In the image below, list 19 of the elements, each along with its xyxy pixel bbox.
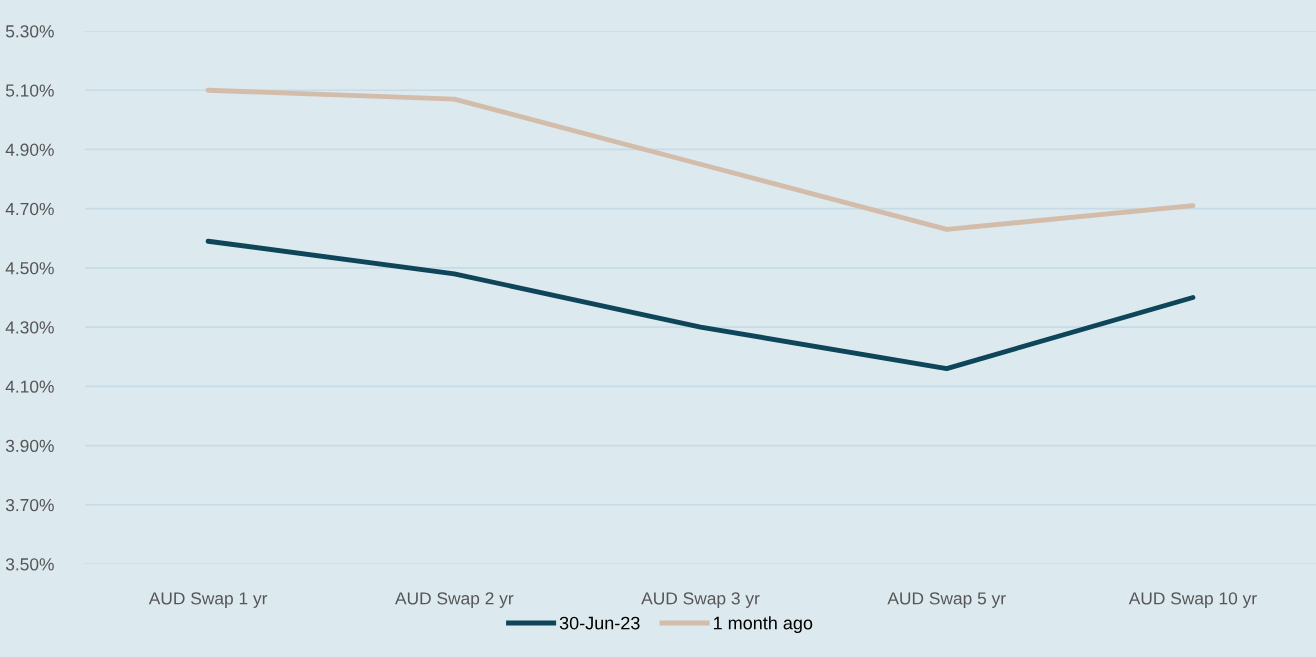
y-tick-label: 4.90%: [5, 143, 54, 156]
y-tick-label: 3.90%: [5, 439, 54, 453]
line-series: [205, 87, 1196, 232]
y-tick-label: 5.10%: [5, 84, 54, 97]
y-tick-label: 4.10%: [5, 380, 54, 393]
y-tick-label: 4.50%: [5, 262, 54, 275]
line-series: [205, 238, 1196, 371]
y-tick-label: 3.70%: [5, 498, 54, 512]
x-tick-label: AUD Swap 2 yr: [395, 592, 514, 608]
y-tick-label: 3.50%: [5, 558, 54, 571]
x-tick-label: AUD Swap 1 yr: [148, 592, 268, 608]
x-tick-label: AUD Swap 10 yr: [1128, 592, 1257, 608]
legend-label: 30-Jun-23: [559, 616, 640, 630]
x-tick-label: AUD Swap 3 yr: [641, 592, 760, 608]
x-tick-label: AUD Swap 5 yr: [887, 592, 1006, 608]
y-tick-label: 4.30%: [5, 321, 54, 334]
y-tick-label: 4.70%: [5, 202, 54, 216]
legend-label: 1 month ago: [713, 616, 813, 634]
y-tick-label: 5.30%: [5, 25, 54, 38]
